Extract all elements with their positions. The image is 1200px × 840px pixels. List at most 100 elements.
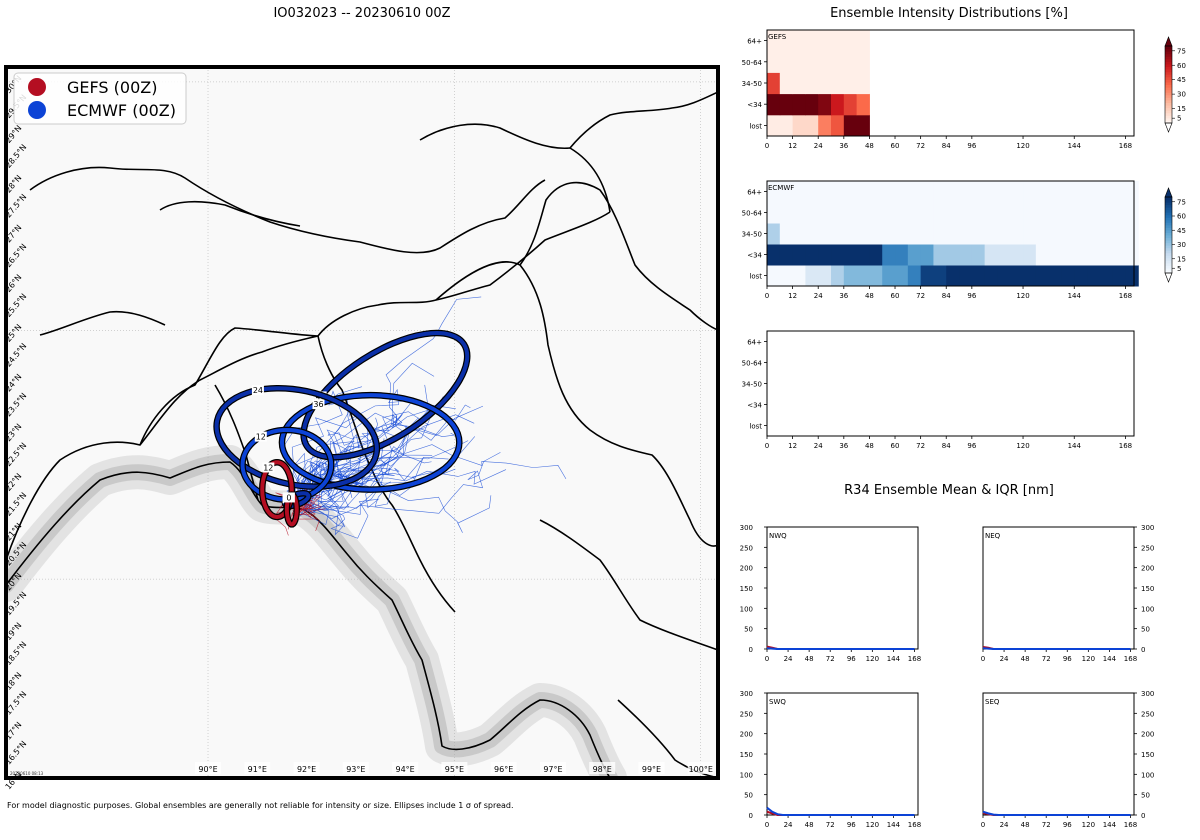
heatmap-cell	[959, 181, 973, 203]
ellipse-label-bg	[262, 462, 275, 473]
r34-xtick-label: 48	[805, 821, 814, 829]
heatmap-cell	[1125, 181, 1139, 203]
longitude-label-bg	[539, 762, 566, 774]
heatmap-cell	[1099, 181, 1114, 203]
heatmap-cell	[882, 223, 896, 245]
heatmap-cell	[959, 202, 973, 224]
colorbar-segment	[1165, 237, 1172, 241]
r34-xtick-label: 24	[1000, 655, 1009, 663]
colorbar-extend-max	[1164, 187, 1173, 198]
heatmap-cell	[907, 244, 922, 266]
heatmap-cell	[895, 181, 909, 203]
heatmap-cell	[779, 72, 794, 95]
colorbar-segment	[1165, 94, 1172, 98]
r34-panel-neq: NEQ 0 50 100 150 200 250 300 0 24 48 72 96 120 144 168	[981, 524, 1155, 663]
heatmap-cell	[1125, 202, 1139, 224]
heatmap-cell	[856, 30, 870, 52]
colorbar-segment	[1165, 197, 1172, 201]
map-title: IO032023 -- 20230610 00Z	[273, 6, 450, 21]
longitude-label-bg	[589, 762, 616, 774]
legend-gefs-marker	[28, 78, 46, 96]
r34-frame	[982, 526, 1135, 650]
heatmap-cell	[971, 181, 986, 203]
heatmap-cell	[933, 202, 947, 224]
intensity-title: Ensemble Intensity Distributions [%]	[830, 6, 1068, 21]
heatmap-cell	[856, 244, 870, 266]
r34-xtick-label: 144	[1103, 655, 1117, 663]
heatmap-xtick-label: 36	[839, 142, 848, 150]
heatmap-xtick-label: 120	[1016, 142, 1029, 150]
heatmap-cell	[984, 223, 998, 245]
heatmap-cell	[984, 181, 998, 203]
map-frame	[4, 65, 720, 780]
heatmap-cell	[920, 181, 934, 203]
heatmap-xtick-label: 24	[814, 292, 823, 300]
heatmap-xtick-label: 168	[1119, 142, 1132, 150]
heatmap-cell	[933, 181, 947, 203]
heatmap-xtick-label: 84	[942, 292, 951, 300]
r34-xtick-label: 24	[1000, 821, 1009, 829]
heatmap-cell	[818, 202, 832, 224]
r34-ytick-label: 250	[1141, 544, 1154, 552]
heatmap-cell	[1010, 181, 1024, 203]
heatmap-xtick-label: 48	[865, 142, 874, 150]
heatmap-cell	[1099, 244, 1114, 266]
gefs-ellipse-0h: 0	[282, 491, 300, 528]
colorbar-segment	[1165, 257, 1172, 261]
heatmap-xtick-label: 36	[839, 292, 848, 300]
colorbar-segment	[1165, 224, 1172, 228]
heatmap-cell	[1087, 265, 1101, 287]
heatmap-cell	[831, 30, 845, 52]
longitude-label: 99°E	[642, 765, 661, 774]
r34-ytick-label: 150	[1141, 751, 1154, 759]
r34-ytick-label: 200	[740, 731, 753, 739]
r34-frame	[982, 692, 1135, 816]
longitude-label-bg	[441, 762, 468, 774]
heatmap-cell	[843, 51, 858, 73]
heatmap-cell	[818, 72, 832, 95]
coastline	[6, 91, 718, 778]
ellipse-hour-label: 24	[253, 386, 263, 395]
heatmap-cell	[792, 72, 806, 95]
colorbar-segment	[1165, 51, 1172, 55]
longitude-labels: 90°E 91°E 92°E 93°E 94°E 95°E 96°E 97°E 98°E 99°E…	[195, 762, 714, 774]
heatmap-cell	[818, 51, 832, 73]
longitude-label: 91°E	[248, 765, 267, 774]
heatmap-cell	[843, 114, 858, 137]
r34-panel-label: NWQ	[769, 532, 787, 540]
heatmap-cell	[895, 244, 909, 266]
colorbar-segment	[1165, 260, 1172, 264]
ellipse-hour-label: 12	[256, 433, 266, 442]
heatmap-cell	[805, 223, 819, 245]
heatmap-cell	[882, 181, 896, 203]
colorbar-tick-label: 75	[1177, 198, 1186, 206]
r34-ytick-label: 300	[1141, 690, 1154, 698]
colorbar-extend-max	[1164, 36, 1173, 47]
heatmap-xtick-label: 24	[814, 142, 823, 150]
legend-gefs-label: GEFS (00Z)	[67, 78, 157, 97]
longitude-label-bg	[687, 762, 714, 774]
heatmap-cell	[818, 114, 832, 137]
heatmap-cell	[779, 51, 794, 73]
r34-ytick-label: 250	[740, 710, 753, 718]
heatmap-cell	[856, 265, 870, 287]
heatmap-xtick-label: 24	[814, 442, 823, 450]
longitude-label-bg	[293, 762, 320, 774]
r34-xtick-label: 72	[826, 821, 835, 829]
heatmap-cell	[792, 114, 806, 137]
heatmap-cell	[1048, 223, 1062, 245]
heatmap-category-label: 34-50	[742, 231, 762, 239]
colorbar-tick-label: 30	[1177, 241, 1186, 249]
heatmap-cell	[907, 202, 922, 224]
heatmap-category-label: 64+	[747, 339, 762, 347]
heatmap-cell	[831, 244, 845, 266]
colorbar-segment	[1165, 66, 1172, 70]
heatmap-xtick-label: 84	[942, 442, 951, 450]
heatmap-cell	[997, 265, 1011, 287]
r34-xtick-label: 144	[887, 655, 901, 663]
colorbar-segment	[1165, 270, 1172, 274]
track-map: 483624120120 90°E91°E92°E93°E94°E95°E96°…	[4, 65, 720, 791]
heatmap-cell	[856, 202, 870, 224]
colorbar-segment	[1165, 56, 1172, 60]
colorbar-tick-label: 15	[1177, 105, 1186, 113]
